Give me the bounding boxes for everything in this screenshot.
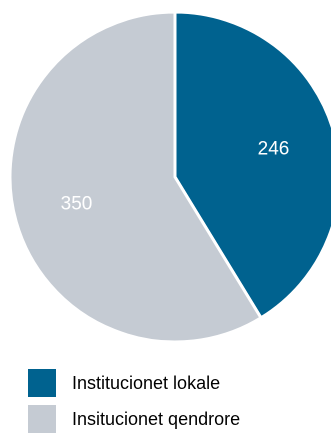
pie-slices [8, 10, 331, 344]
pie-slice-labels: 246 350 [61, 138, 290, 214]
legend-swatch-insitucionet-qendrore [28, 405, 56, 433]
slice-value-label-insitucionet-qendrore: 350 [61, 194, 93, 215]
legend-swatch-institucionet-lokale [28, 369, 56, 397]
legend-label-institucionet-lokale: Institucionet lokale [72, 373, 220, 393]
pie-slice-institucionet-lokale [173, 10, 331, 320]
legend: Institucionet lokale Insitucionet qendror… [28, 369, 240, 433]
pie-slice-insitucionet-qendrore [8, 10, 263, 344]
legend-label-insitucionet-qendrore: Insitucionet qendrore [72, 409, 240, 429]
slice-value-label-institucionet-lokale: 246 [258, 138, 290, 159]
